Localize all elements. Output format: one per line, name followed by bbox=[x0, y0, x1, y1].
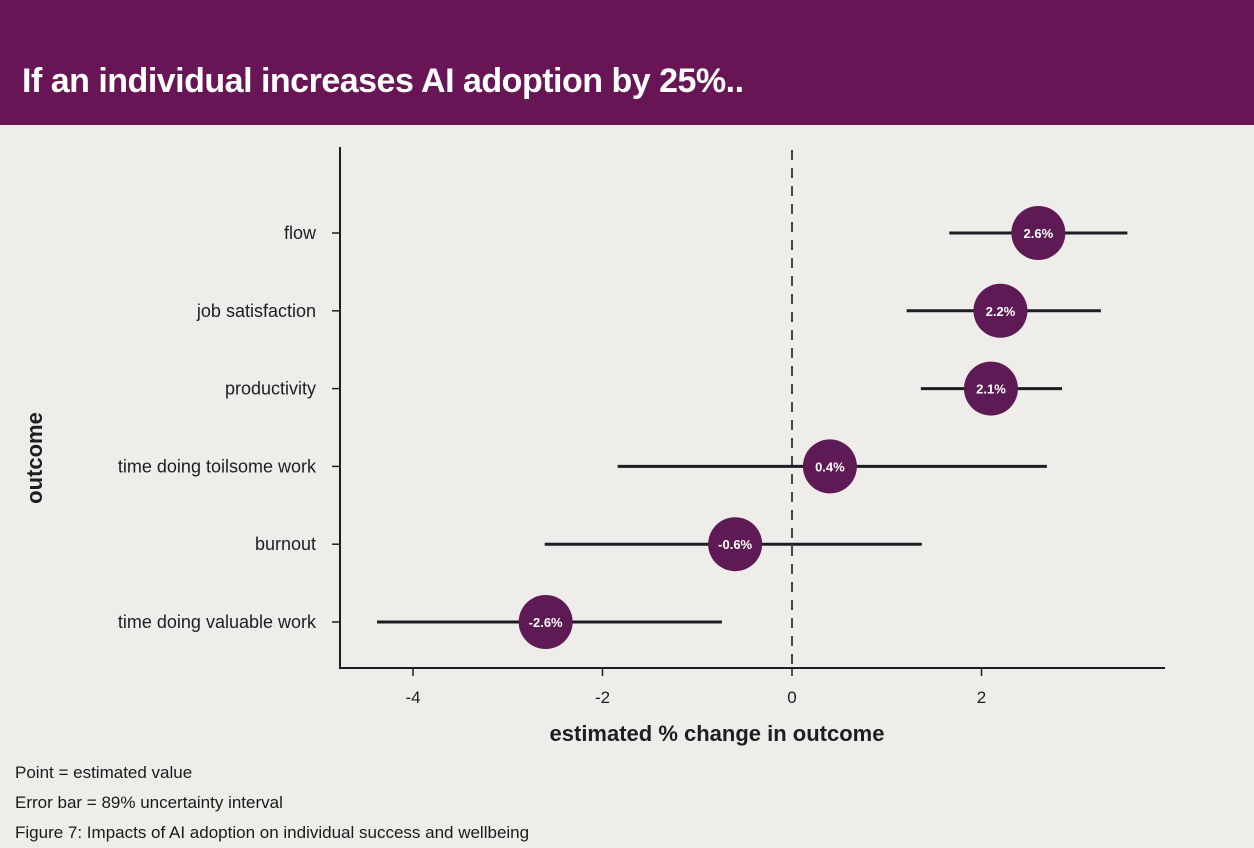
point-marker bbox=[518, 595, 573, 649]
estimate-point: -2.6% bbox=[518, 595, 573, 649]
x-tick-label: -4 bbox=[405, 688, 420, 707]
point-marker bbox=[963, 361, 1018, 416]
x-axis-title: estimated % change in outcome bbox=[550, 721, 885, 746]
chart-title: If an individual increases AI adoption b… bbox=[22, 62, 744, 100]
point-marker bbox=[973, 283, 1028, 338]
estimate-point: -0.6% bbox=[708, 517, 763, 572]
point-value-label: 2.6% bbox=[1024, 226, 1054, 241]
note-error-bar: Error bar = 89% uncertainty interval bbox=[15, 793, 283, 812]
estimate-point: 2.1% bbox=[963, 361, 1018, 416]
point-value-label: 2.1% bbox=[976, 382, 1006, 397]
y-axis-title: outcome bbox=[22, 412, 47, 504]
category-label: burnout bbox=[255, 534, 316, 554]
point-value-label: 0.4% bbox=[815, 459, 845, 474]
point-value-label: -0.6% bbox=[718, 537, 752, 552]
estimate-point: 2.6% bbox=[1011, 206, 1066, 260]
figure-notes: Point = estimated value Error bar = 89% … bbox=[15, 758, 529, 848]
x-tick-label: 2 bbox=[977, 688, 986, 707]
point-value-label: 2.2% bbox=[986, 304, 1016, 319]
point-marker bbox=[802, 439, 857, 494]
estimate-point: 0.4% bbox=[802, 439, 857, 494]
figure-caption: Figure 7: Impacts of AI adoption on indi… bbox=[15, 823, 530, 842]
estimate-point: 2.2% bbox=[973, 283, 1028, 338]
category-label: job satisfaction bbox=[196, 301, 316, 321]
category-label: time doing valuable work bbox=[118, 612, 317, 632]
category-label: flow bbox=[284, 223, 317, 243]
note-point: Point = estimated value bbox=[15, 763, 193, 782]
x-tick-label: 0 bbox=[787, 688, 796, 707]
category-label: time doing toilsome work bbox=[118, 456, 317, 476]
title-banner: If an individual increases AI adoption b… bbox=[0, 0, 1254, 125]
category-label: productivity bbox=[225, 379, 316, 399]
point-marker bbox=[708, 517, 763, 572]
x-tick-label: -2 bbox=[595, 688, 610, 707]
point-marker bbox=[1011, 206, 1066, 260]
point-value-label: -2.6% bbox=[529, 615, 563, 630]
